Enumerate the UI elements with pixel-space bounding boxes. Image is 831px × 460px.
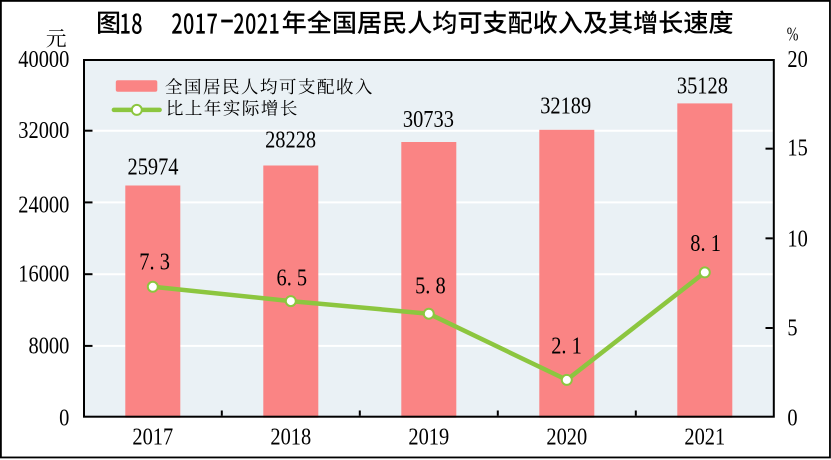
svg-text:2019: 2019 <box>408 423 449 450</box>
svg-text:24000: 24000 <box>18 191 69 218</box>
svg-text:5. 8: 5. 8 <box>415 272 446 299</box>
svg-text:0: 0 <box>59 404 69 431</box>
svg-text:15: 15 <box>787 134 807 161</box>
svg-text:25974: 25974 <box>128 153 179 180</box>
svg-text:2020: 2020 <box>546 423 587 450</box>
svg-text:35128: 35128 <box>677 72 728 99</box>
svg-text:28228: 28228 <box>265 126 316 153</box>
svg-text:0: 0 <box>787 404 797 431</box>
svg-text:20: 20 <box>787 45 807 72</box>
svg-text:30733: 30733 <box>403 105 454 132</box>
svg-text:2018: 2018 <box>270 423 311 450</box>
svg-text:8000: 8000 <box>29 332 70 359</box>
svg-text:10: 10 <box>787 225 807 252</box>
svg-text:7. 3: 7. 3 <box>139 248 170 275</box>
svg-text:16000: 16000 <box>18 260 69 287</box>
svg-text:2. 1: 2. 1 <box>551 332 582 359</box>
svg-text:5: 5 <box>787 314 797 341</box>
svg-text:2021: 2021 <box>684 423 725 450</box>
svg-text:40000: 40000 <box>18 45 69 72</box>
svg-text:32000: 32000 <box>18 117 69 144</box>
svg-text:8. 1: 8. 1 <box>690 229 721 256</box>
svg-text:32189: 32189 <box>540 92 591 119</box>
svg-text:2017: 2017 <box>132 423 173 450</box>
svg-text:%: % <box>787 23 799 45</box>
svg-text:6. 5: 6. 5 <box>277 264 308 291</box>
